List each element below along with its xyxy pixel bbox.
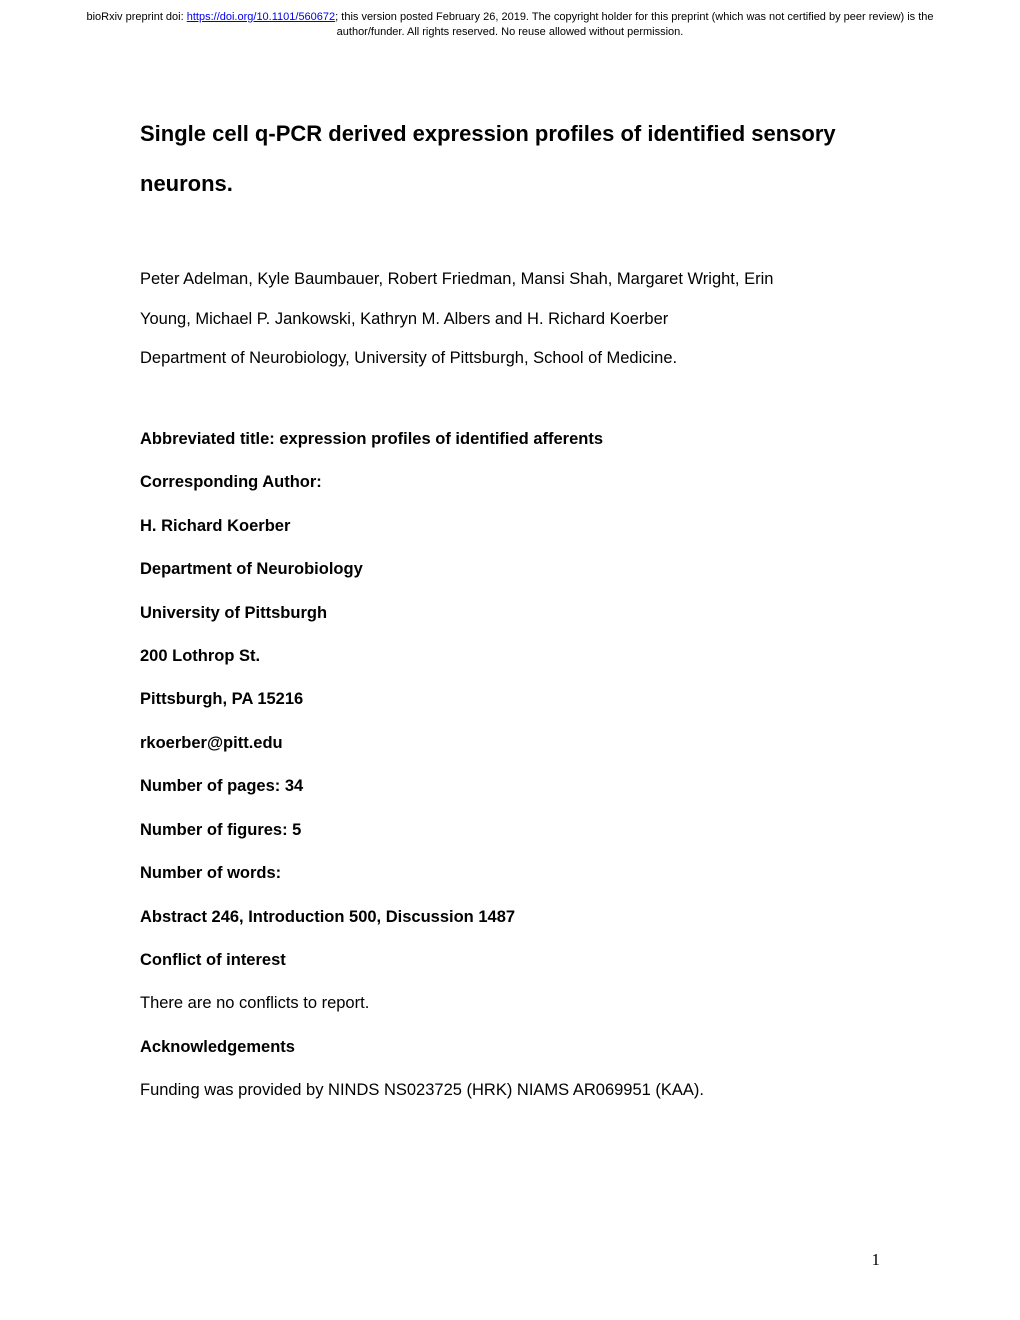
paper-title: Single cell q-PCR derived expression pro… [140,109,880,210]
num-words-detail: Abstract 246, Introduction 500, Discussi… [140,907,880,928]
department: Department of Neurobiology [140,559,880,580]
address: 200 Lothrop St. [140,646,880,667]
num-figures: Number of figures: 5 [140,820,880,841]
page-number: 1 [872,1250,881,1270]
authors-line-1: Peter Adelman, Kyle Baumbauer, Robert Fr… [140,260,880,300]
conflict-text: There are no conflicts to report. [140,993,880,1014]
email: rkoerber@pitt.edu [140,733,880,754]
metadata-section: Abbreviated title: expression profiles o… [140,429,880,1102]
doi-link[interactable]: https://doi.org/10.1101/560672 [187,11,335,23]
banner-suffix: ; this version posted February 26, 2019.… [335,11,933,38]
acknowledgements-label: Acknowledgements [140,1037,880,1058]
corresponding-author-label: Corresponding Author: [140,472,880,493]
num-words-label: Number of words: [140,863,880,884]
corresponding-author-name: H. Richard Koerber [140,516,880,537]
conflict-label: Conflict of interest [140,950,880,971]
authors-line-2: Young, Michael P. Jankowski, Kathryn M. … [140,300,880,340]
affiliation: Department of Neurobiology, University o… [140,339,880,379]
university: University of Pittsburgh [140,603,880,624]
acknowledgements-text: Funding was provided by NINDS NS023725 (… [140,1080,880,1101]
banner-prefix: bioRxiv preprint doi: [86,11,186,23]
abbreviated-title: Abbreviated title: expression profiles o… [140,429,880,450]
num-pages: Number of pages: 34 [140,776,880,797]
authors-block: Peter Adelman, Kyle Baumbauer, Robert Fr… [140,260,880,379]
city-state: Pittsburgh, PA 15216 [140,689,880,710]
page-content: Single cell q-PCR derived expression pro… [0,49,1020,1164]
preprint-banner: bioRxiv preprint doi: https://doi.org/10… [0,0,1020,49]
